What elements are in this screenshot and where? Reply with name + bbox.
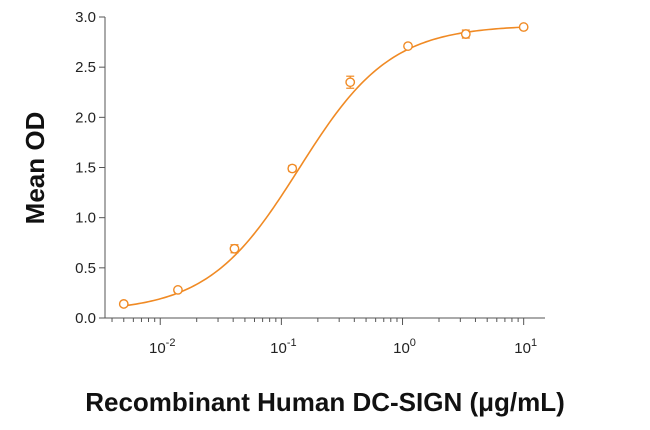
y-tick-label: 0.0 — [75, 310, 96, 327]
data-point — [229, 243, 240, 254]
data-point — [173, 285, 183, 295]
x-axis-ticks: 10-2 10-1 100 101 — [111, 318, 537, 357]
data-point — [287, 163, 298, 174]
y-tick-label: 2.0 — [75, 109, 96, 126]
x-axis-label: Recombinant Human DC-SIGN (μg/mL) — [85, 387, 565, 417]
x-tick-label: 100 — [393, 337, 416, 357]
axes — [104, 17, 545, 319]
y-tick-label: 1.0 — [75, 210, 96, 227]
data-point — [345, 77, 356, 88]
data-points — [118, 22, 529, 309]
data-point — [518, 22, 529, 32]
y-tick-label: 2.5 — [75, 59, 96, 76]
x-tick-label: 10-2 — [149, 337, 175, 357]
data-point — [403, 41, 413, 51]
y-tick-label: 0.5 — [75, 260, 96, 277]
data-point — [460, 29, 471, 39]
data-point — [118, 299, 129, 309]
fit-curve — [123, 26, 524, 307]
y-axis-label: Mean OD — [20, 112, 50, 225]
y-axis-ticks: 0.0 0.5 1.0 1.5 2.0 2.5 3.0 — [75, 9, 105, 327]
y-tick-label: 3.0 — [75, 9, 96, 26]
y-tick-label: 1.5 — [75, 160, 96, 177]
x-tick-label: 101 — [514, 337, 537, 357]
x-tick-label: 10-1 — [270, 337, 296, 357]
